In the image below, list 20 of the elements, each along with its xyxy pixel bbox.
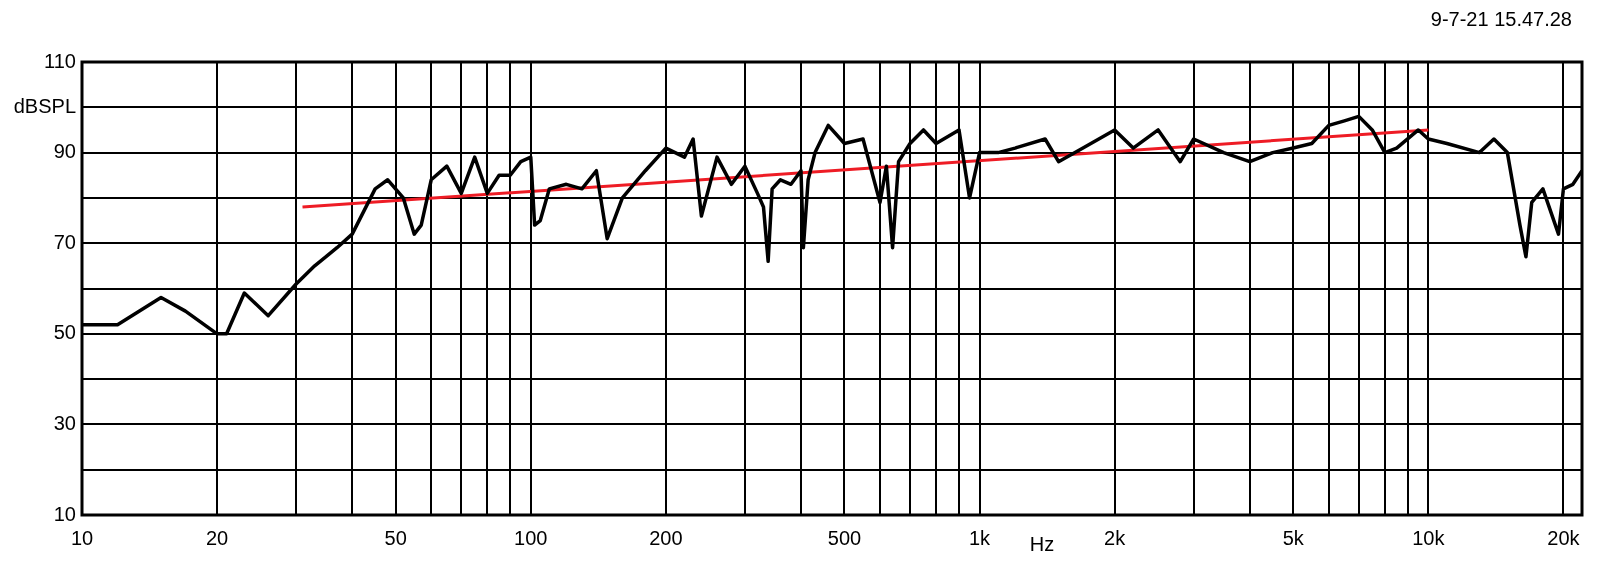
y-tick-label: 50	[53, 321, 76, 344]
x-tick-label: 10	[70, 526, 94, 549]
y-tick-label: 90	[53, 140, 76, 163]
x-tick-label: 20k	[1547, 526, 1581, 549]
text: 9-7-21 15.47.28	[1430, 8, 1572, 31]
x-axis-title: Hz	[1029, 532, 1055, 555]
x-tick-label: 10k	[1412, 526, 1446, 549]
x-tick-label: 200	[649, 526, 683, 549]
x-tick-label: 20	[205, 526, 229, 549]
y-tick-label: 70	[53, 230, 76, 253]
y-tick-label: 10	[53, 502, 76, 525]
x-tick-label: 500	[827, 526, 862, 549]
x-tick-label: 5k	[1282, 526, 1305, 549]
y-tick-label: 110	[44, 49, 76, 72]
y-axis-title: dBSPL	[13, 94, 76, 117]
x-tick-label: 2k	[1104, 526, 1127, 549]
y-tick-label: 30	[53, 411, 76, 434]
x-tick-label: 1k	[968, 526, 992, 549]
x-tick-label: 50	[384, 526, 407, 549]
x-tick-label: 100	[514, 526, 548, 549]
